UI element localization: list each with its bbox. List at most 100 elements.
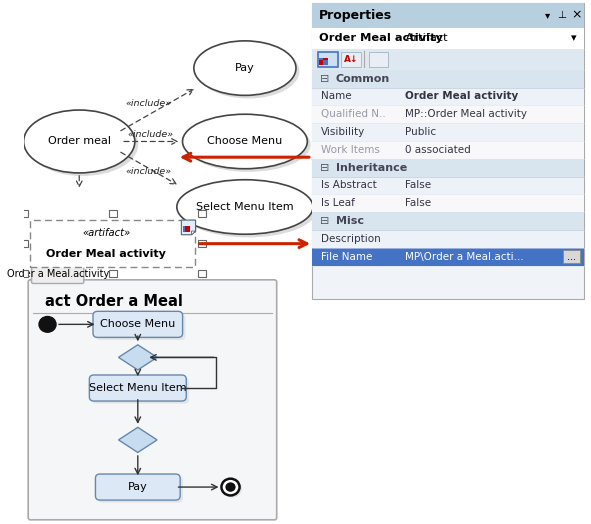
Text: File Name: File Name xyxy=(321,252,372,262)
Text: Choose Menu: Choose Menu xyxy=(207,136,282,147)
Text: ⊥: ⊥ xyxy=(557,10,566,20)
Circle shape xyxy=(222,479,239,496)
Text: Misc: Misc xyxy=(336,216,363,226)
Bar xyxy=(342,52,361,67)
Bar xyxy=(317,52,338,67)
Text: Name: Name xyxy=(321,91,352,102)
Text: «include»: «include» xyxy=(128,129,174,139)
Circle shape xyxy=(39,316,56,332)
Text: Common: Common xyxy=(336,73,390,84)
FancyBboxPatch shape xyxy=(92,378,189,403)
Text: Choose Menu: Choose Menu xyxy=(100,319,176,330)
FancyBboxPatch shape xyxy=(93,311,183,337)
FancyBboxPatch shape xyxy=(96,314,186,340)
Text: Public: Public xyxy=(405,127,437,137)
Text: «artifact»: «artifact» xyxy=(82,228,130,238)
Ellipse shape xyxy=(24,110,135,173)
Text: ×: × xyxy=(571,9,582,21)
Bar xyxy=(198,240,206,247)
Text: False: False xyxy=(405,180,431,191)
Text: Order a Meal.activity: Order a Meal.activity xyxy=(7,269,109,279)
Text: act Order a Meal: act Order a Meal xyxy=(45,294,183,310)
Bar xyxy=(312,123,584,141)
Bar xyxy=(312,28,584,49)
Text: ...: ... xyxy=(567,252,576,262)
Bar xyxy=(198,210,206,217)
Bar xyxy=(183,225,187,230)
FancyBboxPatch shape xyxy=(28,280,277,520)
Bar xyxy=(323,60,329,65)
Text: MP::Order Meal activity: MP::Order Meal activity xyxy=(405,109,528,119)
Text: Order Meal activity: Order Meal activity xyxy=(46,249,166,259)
Text: Select Menu Item: Select Menu Item xyxy=(89,383,187,393)
Bar xyxy=(31,220,195,267)
Text: False: False xyxy=(405,198,431,209)
Bar xyxy=(312,248,584,266)
FancyBboxPatch shape xyxy=(98,477,183,503)
Bar xyxy=(20,270,28,277)
Bar xyxy=(183,228,187,232)
Text: Order meal: Order meal xyxy=(48,136,111,147)
Bar xyxy=(319,58,325,62)
Text: Select Menu Item: Select Menu Item xyxy=(196,202,294,212)
Text: Qualified N..: Qualified N.. xyxy=(321,109,386,119)
Ellipse shape xyxy=(177,180,313,234)
Bar xyxy=(323,58,329,62)
Text: Pay: Pay xyxy=(235,63,255,73)
Text: Work Items: Work Items xyxy=(321,145,380,155)
Polygon shape xyxy=(191,231,196,235)
Text: «include»: «include» xyxy=(125,167,171,176)
Text: Inheritance: Inheritance xyxy=(336,162,407,173)
Bar xyxy=(312,3,584,28)
Text: ⊟: ⊟ xyxy=(320,216,329,226)
Bar xyxy=(312,49,584,70)
Text: Pay: Pay xyxy=(128,482,148,492)
Text: Is Leaf: Is Leaf xyxy=(321,198,355,209)
Text: A↓: A↓ xyxy=(344,54,358,64)
Bar xyxy=(312,230,584,248)
Circle shape xyxy=(225,482,236,492)
Bar xyxy=(312,88,584,105)
Bar xyxy=(312,141,584,159)
Text: Description: Description xyxy=(321,234,381,244)
Polygon shape xyxy=(119,345,157,370)
Ellipse shape xyxy=(197,44,300,99)
Bar xyxy=(312,212,584,230)
Text: Artifact: Artifact xyxy=(402,33,448,43)
Bar xyxy=(185,225,190,230)
Ellipse shape xyxy=(27,113,138,176)
Text: ⊟: ⊟ xyxy=(320,162,329,173)
Bar xyxy=(312,159,584,177)
Bar xyxy=(198,270,206,277)
Ellipse shape xyxy=(180,183,316,237)
Text: Order Meal activity: Order Meal activity xyxy=(405,91,519,102)
Bar xyxy=(312,105,584,123)
Bar xyxy=(312,194,584,212)
Bar xyxy=(20,210,28,217)
Text: Is Abstract: Is Abstract xyxy=(321,180,376,191)
Bar xyxy=(20,240,28,247)
Bar xyxy=(319,60,325,65)
FancyBboxPatch shape xyxy=(89,375,186,401)
Bar xyxy=(312,177,584,194)
Ellipse shape xyxy=(183,114,307,169)
Ellipse shape xyxy=(186,117,311,172)
Bar xyxy=(185,228,190,232)
Text: MP\Order a Meal.acti...: MP\Order a Meal.acti... xyxy=(405,252,524,262)
Ellipse shape xyxy=(194,41,296,95)
Text: Order Meal activity: Order Meal activity xyxy=(319,33,443,43)
Text: ⊟: ⊟ xyxy=(320,73,329,84)
Text: ▾: ▾ xyxy=(571,33,577,43)
Text: Properties: Properties xyxy=(319,9,392,21)
FancyBboxPatch shape xyxy=(31,265,84,283)
Text: «include»: «include» xyxy=(125,99,171,108)
Text: Visibility: Visibility xyxy=(321,127,365,137)
Polygon shape xyxy=(181,220,196,235)
Bar xyxy=(312,70,584,88)
Bar xyxy=(563,250,580,263)
Bar xyxy=(109,270,116,277)
Text: 0 associated: 0 associated xyxy=(405,145,471,155)
Bar xyxy=(312,3,584,299)
Text: ▾: ▾ xyxy=(545,10,550,20)
Polygon shape xyxy=(119,428,157,452)
